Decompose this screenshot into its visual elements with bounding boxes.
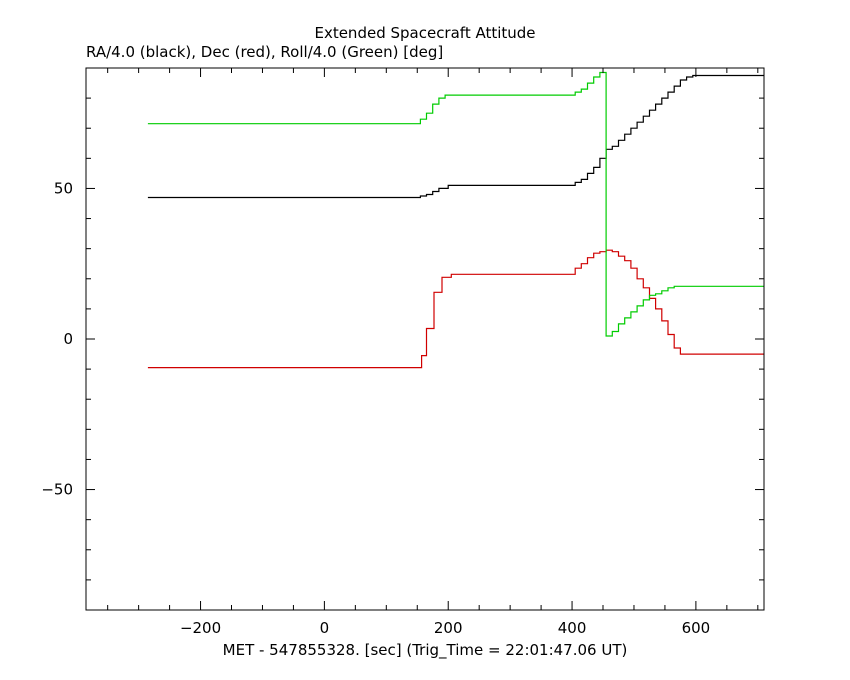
y-tick-label: −50 — [41, 481, 73, 499]
series-line-2 — [147, 71, 764, 337]
series-line-1 — [147, 249, 764, 369]
y-tick-label: 50 — [54, 179, 73, 197]
series-layer — [147, 71, 764, 369]
chart-title: Extended Spacecraft Attitude — [314, 24, 535, 42]
x-tick-label: 200 — [434, 619, 463, 637]
x-tick-label: 400 — [558, 619, 587, 637]
plot-frame — [85, 67, 765, 611]
y-tick-label: 0 — [63, 330, 73, 348]
x-tick-label: 0 — [320, 619, 330, 637]
x-tick-label: −200 — [180, 619, 221, 637]
x-tick-label: 600 — [682, 619, 711, 637]
chart-subtitle: RA/4.0 (black), Dec (red), Roll/4.0 (Gre… — [86, 43, 443, 61]
x-axis-label: MET - 547855328. [sec] (Trig_Time = 22:0… — [223, 641, 628, 660]
axis-layer: −200 0 200 400 600 −50 0 50 — [41, 67, 764, 637]
series-line-0 — [147, 74, 764, 199]
